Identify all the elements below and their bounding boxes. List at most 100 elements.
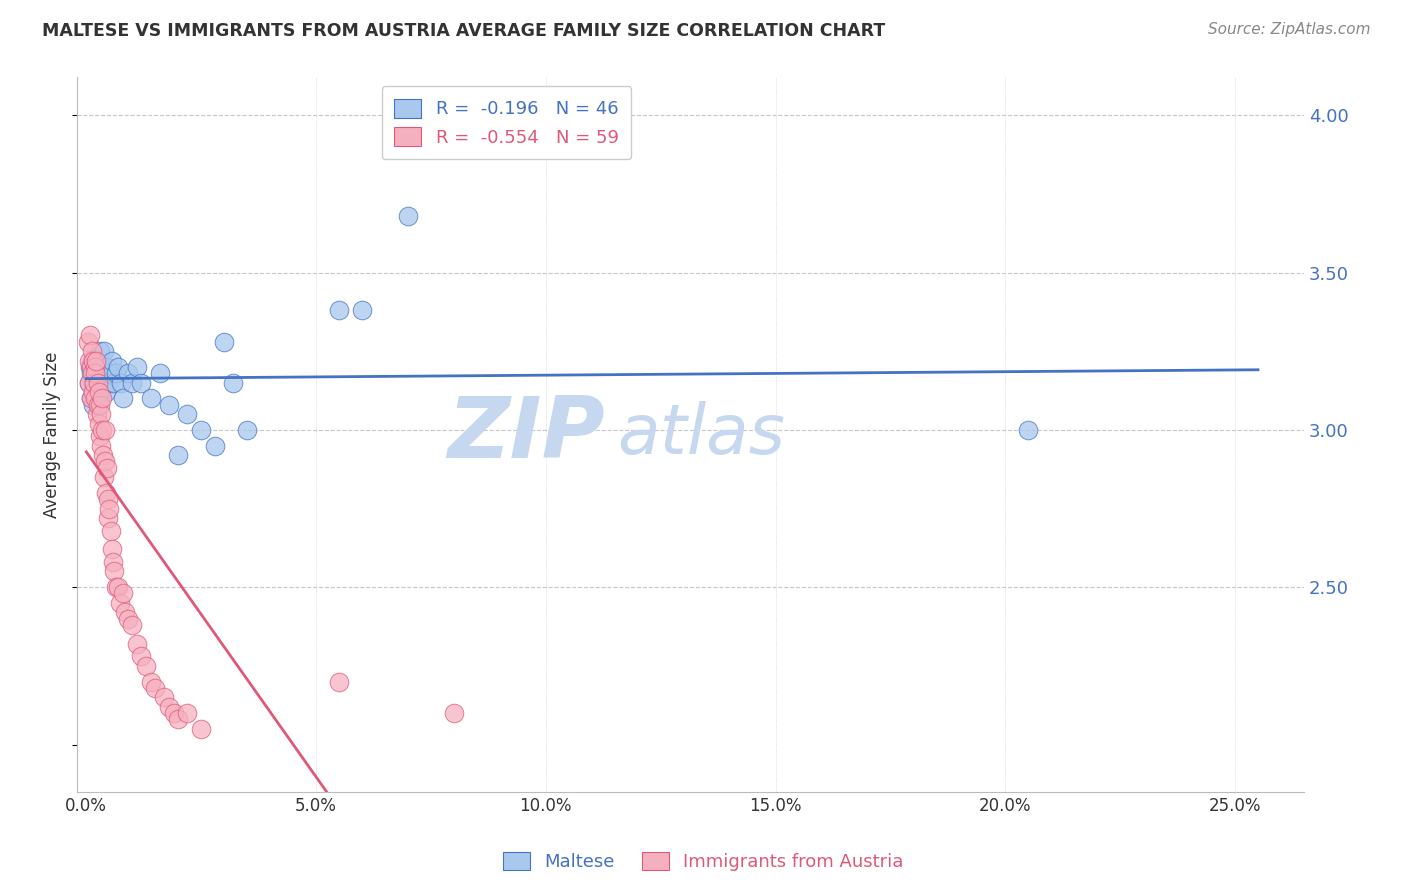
Point [125,637,148,651]
Point [77,353,100,368]
Point [97,491,120,506]
Point [328,303,350,318]
Point [100,524,122,538]
Point [121,376,143,390]
Point [121,618,143,632]
Point [80,344,103,359]
Point [222,376,245,390]
Point [76,334,98,349]
Point [82,398,104,412]
Point [97,376,120,390]
Point [125,359,148,374]
Point [176,706,198,720]
Point [84,392,107,406]
Point [135,658,157,673]
Point [93,344,115,359]
Point [131,649,153,664]
Point [82,366,104,380]
Point [97,511,120,525]
Point [112,586,135,600]
Point [96,359,118,374]
Point [100,353,122,368]
Point [83,359,105,374]
Point [91,448,114,462]
Point [89,429,111,443]
Point [105,366,128,380]
Point [204,439,226,453]
Point [90,407,112,421]
Point [80,392,103,406]
Point [80,366,103,380]
Point [108,596,131,610]
Point [101,555,124,569]
Point [86,407,108,421]
Point [107,359,129,374]
Text: Source: ZipAtlas.com: Source: ZipAtlas.com [1208,22,1371,37]
Point [93,454,115,468]
Point [328,674,350,689]
Point [89,385,111,400]
Point [396,209,419,223]
Point [236,423,259,437]
Point [91,359,114,374]
Point [443,706,465,720]
Point [94,485,117,500]
Point [212,334,235,349]
Point [153,690,176,705]
Point [105,580,128,594]
Point [87,417,110,431]
Point [87,398,110,412]
Point [87,353,110,368]
Point [86,385,108,400]
Point [139,674,162,689]
Point [80,359,103,374]
Point [80,392,103,406]
Point [157,398,180,412]
Point [89,398,111,412]
Point [190,722,212,736]
Point [79,359,101,374]
Point [143,681,166,695]
Point [89,372,111,386]
Point [100,542,122,557]
Point [90,439,112,453]
Point [117,612,139,626]
Point [84,366,107,380]
Point [96,460,118,475]
Point [157,699,180,714]
Legend: Maltese, Immigrants from Austria: Maltese, Immigrants from Austria [495,845,911,879]
Point [149,366,172,380]
Point [131,376,153,390]
Legend: R =  -0.196   N = 46, R =  -0.554   N = 59: R = -0.196 N = 46, R = -0.554 N = 59 [381,87,631,160]
Point [90,366,112,380]
Point [162,706,184,720]
Point [86,353,108,368]
Point [112,392,135,406]
Text: atlas: atlas [617,401,785,468]
Point [80,353,103,368]
Point [93,423,115,437]
Point [83,376,105,390]
Point [82,376,104,390]
Point [82,353,104,368]
Point [350,303,373,318]
Point [89,392,111,406]
Point [83,359,105,374]
Point [79,328,101,343]
Point [103,376,125,390]
Point [1017,423,1039,437]
Point [91,392,114,406]
Point [103,565,125,579]
Point [93,470,115,484]
Point [110,376,132,390]
Point [79,376,101,390]
Point [77,376,100,390]
Point [82,385,104,400]
Text: ZIP: ZIP [447,393,605,476]
Point [117,366,139,380]
Point [91,423,114,437]
Point [84,366,107,380]
Point [98,501,121,516]
Point [94,385,117,400]
Point [139,392,162,406]
